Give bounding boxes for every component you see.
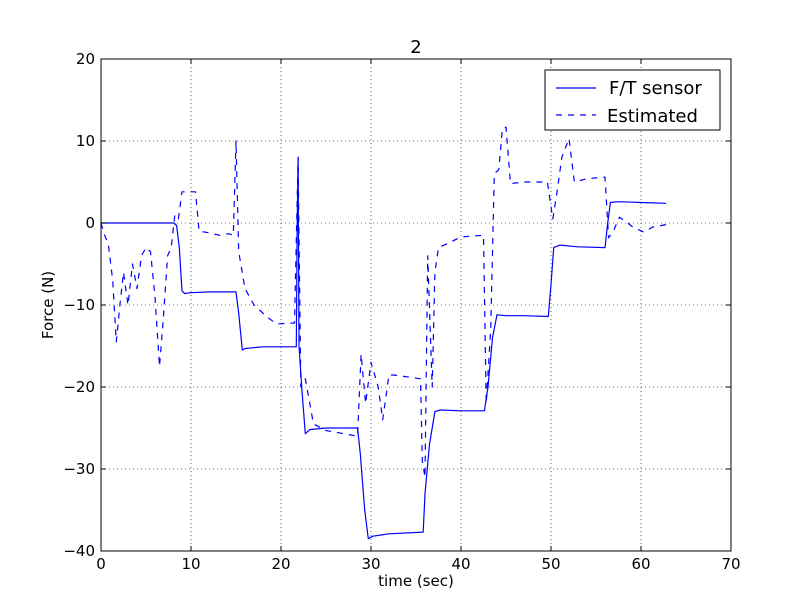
x-tick-label: 10	[181, 555, 200, 573]
x-tick-label: 20	[271, 555, 290, 573]
y-tick-label: −30	[63, 460, 95, 478]
x-tick-label: 40	[451, 555, 470, 573]
x-tick-label: 0	[96, 555, 106, 573]
grid	[101, 59, 731, 551]
series-layer	[100, 126, 667, 540]
series-line-estimated	[100, 126, 667, 478]
legend-label-estimated: Estimated	[607, 106, 698, 127]
y-tick-label: −20	[63, 378, 95, 396]
y-tick-label: 10	[76, 132, 95, 150]
legend-label-ft-sensor: F/T sensor	[609, 78, 702, 99]
chart-title: 2	[410, 37, 421, 58]
ticks: 0 10 20 30 40 50 60 70 20 10 0 −10 −20 −30 −40	[63, 50, 740, 573]
x-tick-label: 70	[721, 555, 740, 573]
x-tick-label: 30	[361, 555, 380, 573]
series-line-ft-sensor	[101, 156, 667, 540]
y-tick-label: 20	[76, 50, 95, 68]
y-tick-label: 0	[85, 214, 95, 232]
y-tick-label: −10	[63, 296, 95, 314]
x-tick-label: 50	[541, 555, 560, 573]
legend-box	[544, 69, 721, 131]
x-axis-label: time (sec)	[378, 572, 454, 590]
y-tick-label: −40	[63, 542, 95, 560]
legend: F/T sensor Estimated	[544, 69, 721, 131]
y-axis-label: Force (N)	[39, 271, 57, 339]
x-tick-label: 60	[631, 555, 650, 573]
